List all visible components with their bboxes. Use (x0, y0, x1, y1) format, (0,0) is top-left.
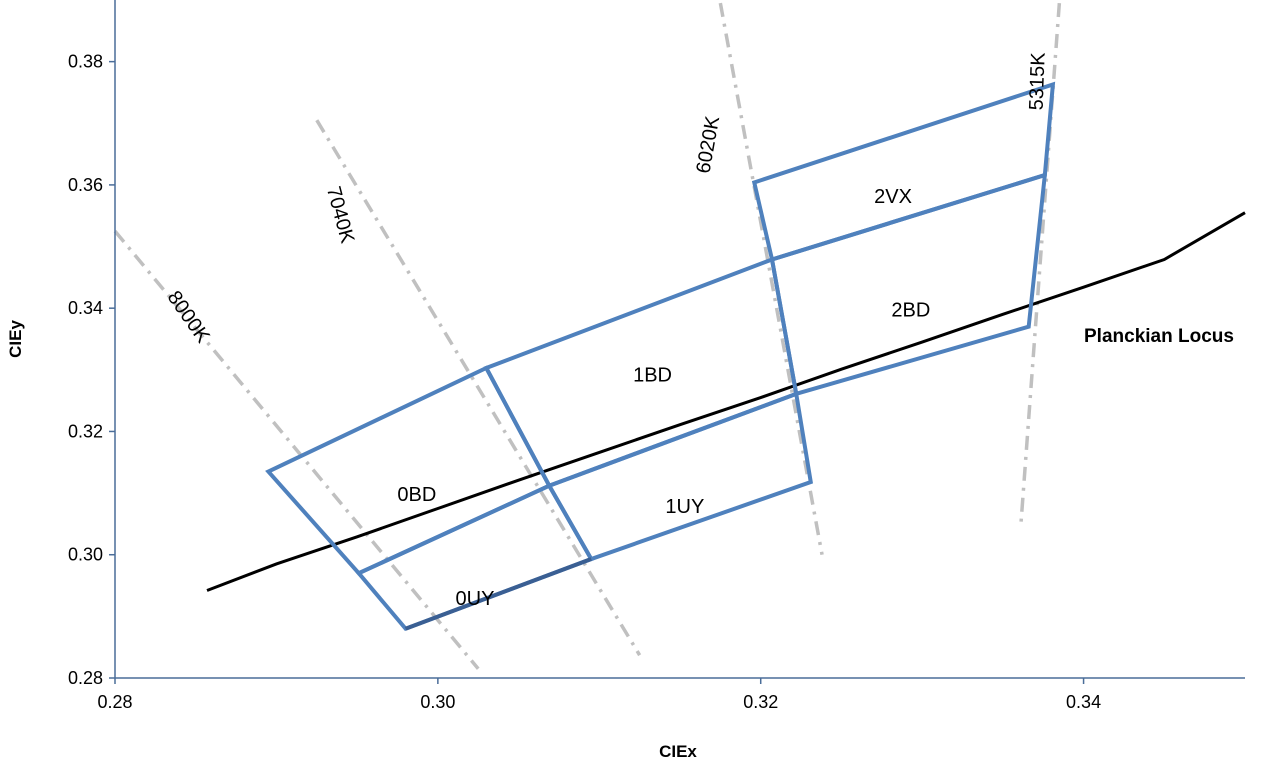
cct-label-5315k: 5315K (1026, 51, 1050, 110)
x-tick-label: 0.28 (97, 692, 132, 712)
cct-label-8000k: 8000K (163, 287, 215, 348)
y-tick-label: 0.34 (68, 298, 103, 318)
bin-0uy-bottom-edge (404, 557, 592, 631)
cct-label-6020k: 6020K (692, 114, 724, 175)
y-tick-label: 0.28 (68, 668, 103, 688)
bin-label-2bd: 2BD (891, 300, 930, 322)
bin-0bd (265, 365, 553, 576)
labels-group: 0UY 0BD 1UY 1BD 2BD 2VX 8000K 7040K 6020K 5315K Pl… (163, 51, 1234, 610)
bin-label-1uy: 1UY (665, 496, 704, 518)
bins-group (265, 81, 1056, 632)
planckian-locus-label: Planckian Locus (1084, 326, 1234, 347)
cct-line-6020k (718, 2, 824, 556)
cct-line-5315k (1018, 2, 1062, 529)
x-tick-label: 0.32 (743, 692, 778, 712)
bin-label-2vx: 2VX (874, 186, 912, 208)
bin-label-1bd: 1BD (633, 364, 672, 386)
y-tick-label: 0.38 (68, 52, 103, 72)
bin-2vx (751, 81, 1056, 263)
x-tick-label: 0.30 (420, 692, 455, 712)
y-tick-label: 0.32 (68, 421, 103, 441)
bin-label-0uy: 0UY (456, 588, 495, 610)
y-tick-label: 0.36 (68, 175, 103, 195)
cct-line-7040k (315, 119, 642, 657)
x-axis-title: CIEx (659, 742, 697, 761)
axes-group: 0.28 0.30 0.32 0.34 0.36 0.38 0.28 0.30 0.32 0.34 (68, 0, 1245, 712)
planckian-locus-line (206, 211, 1246, 592)
cct-label-7040k: 7040K (322, 184, 358, 246)
locus-group (206, 211, 1246, 592)
bin-1uy (546, 391, 814, 562)
y-axis-title: CIEy (6, 320, 25, 358)
cct-line-8000k (113, 230, 480, 670)
y-tick-label: 0.30 (68, 545, 103, 565)
bin-label-0bd: 0BD (397, 484, 436, 506)
x-tick-label: 0.34 (1066, 692, 1101, 712)
cct-lines-group (113, 2, 1062, 670)
